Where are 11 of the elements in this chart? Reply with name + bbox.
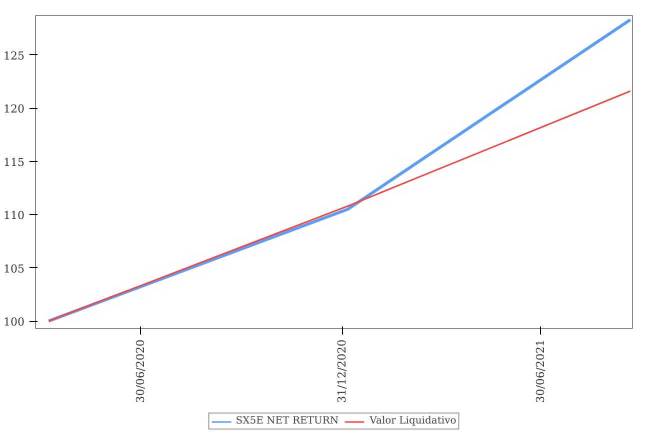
y-tick-label: 120 (4, 102, 25, 116)
y-tick-label: 105 (4, 262, 25, 276)
x-tick-label: 30/06/2021 (534, 339, 547, 403)
y-tick-label: 115 (4, 156, 25, 169)
y-tick-label: 125 (4, 49, 25, 62)
x-tick-label: 30/06/2020 (134, 339, 148, 403)
legend-label: SX5E NET RETURN (236, 416, 339, 426)
y-tick-label: 110 (4, 209, 25, 222)
y-tick-label: 100 (4, 316, 25, 329)
legend-label: Valor Liquidativo (370, 416, 456, 426)
x-tick-label: 31/12/2020 (336, 339, 349, 403)
